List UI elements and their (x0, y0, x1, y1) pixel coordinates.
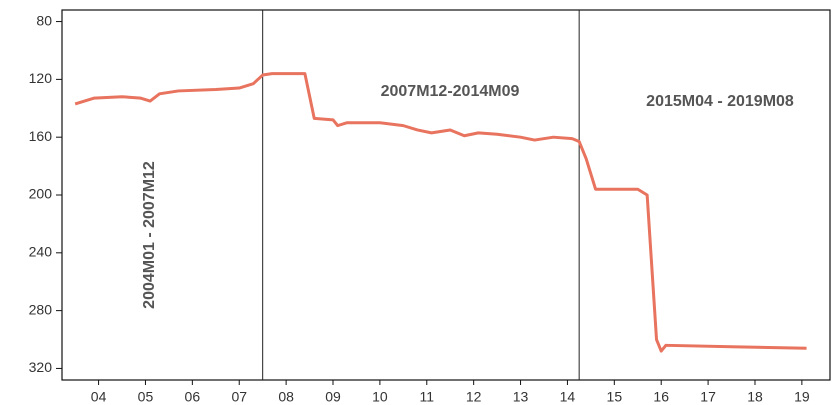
x-tick-label: 17 (700, 389, 716, 405)
x-tick-label: 18 (747, 389, 763, 405)
x-tick-label: 19 (794, 389, 810, 405)
annotation: 2004M01 - 2007M12 (141, 161, 158, 309)
y-tick-label: 240 (29, 244, 53, 260)
x-tick-label: 12 (466, 389, 482, 405)
x-tick-label: 07 (231, 389, 247, 405)
x-tick-label: 11 (420, 389, 435, 405)
x-tick-label: 09 (325, 389, 341, 405)
y-tick-label: 320 (29, 359, 53, 375)
y-tick-label: 120 (29, 70, 53, 86)
y-tick-label: 80 (36, 12, 52, 28)
x-tick-label: 16 (653, 389, 669, 405)
plot-frame (61, 9, 831, 381)
data-line (74, 72, 807, 353)
x-tick-label: 05 (138, 389, 154, 405)
x-tick-label: 15 (607, 389, 623, 405)
x-tick-label: 06 (185, 389, 201, 405)
y-tick-label: 160 (29, 128, 53, 144)
annotation: 2015M04 - 2019M08 (646, 93, 794, 110)
y-tick-label: 200 (29, 186, 53, 202)
annotation: 2007M12-2014M09 (381, 83, 520, 100)
y-tick-label: 280 (29, 301, 53, 317)
x-tick-label: 13 (513, 389, 529, 405)
x-tick-label: 10 (372, 389, 388, 405)
x-tick-label: 14 (560, 389, 576, 405)
x-tick-label: 08 (278, 389, 294, 405)
x-tick-label: 04 (91, 389, 107, 405)
